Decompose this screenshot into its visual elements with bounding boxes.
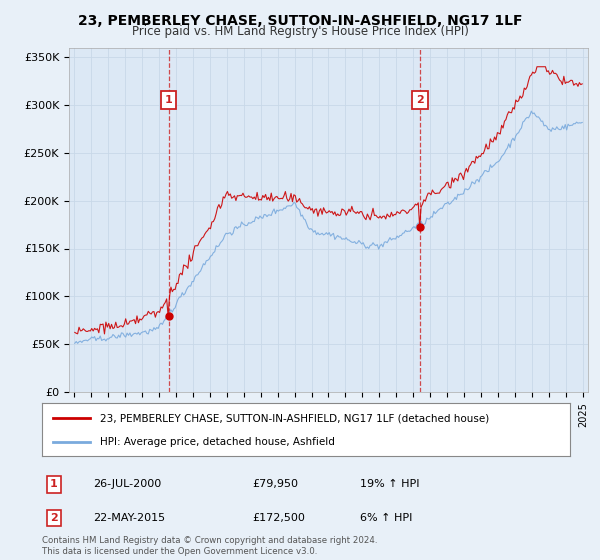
Text: 22-MAY-2015: 22-MAY-2015 xyxy=(93,513,165,523)
Text: 1: 1 xyxy=(164,95,172,105)
Text: 2: 2 xyxy=(416,95,424,105)
Text: 23, PEMBERLEY CHASE, SUTTON-IN-ASHFIELD, NG17 1LF: 23, PEMBERLEY CHASE, SUTTON-IN-ASHFIELD,… xyxy=(78,14,522,28)
Text: 6% ↑ HPI: 6% ↑ HPI xyxy=(360,513,412,523)
Text: 2: 2 xyxy=(50,513,58,523)
Text: HPI: Average price, detached house, Ashfield: HPI: Average price, detached house, Ashf… xyxy=(100,436,335,446)
Text: £172,500: £172,500 xyxy=(252,513,305,523)
Text: Contains HM Land Registry data © Crown copyright and database right 2024.
This d: Contains HM Land Registry data © Crown c… xyxy=(42,536,377,556)
Text: £79,950: £79,950 xyxy=(252,479,298,489)
Text: 19% ↑ HPI: 19% ↑ HPI xyxy=(360,479,419,489)
Text: 23, PEMBERLEY CHASE, SUTTON-IN-ASHFIELD, NG17 1LF (detached house): 23, PEMBERLEY CHASE, SUTTON-IN-ASHFIELD,… xyxy=(100,413,490,423)
Text: Price paid vs. HM Land Registry's House Price Index (HPI): Price paid vs. HM Land Registry's House … xyxy=(131,25,469,38)
Text: 1: 1 xyxy=(50,479,58,489)
Text: 26-JUL-2000: 26-JUL-2000 xyxy=(93,479,161,489)
